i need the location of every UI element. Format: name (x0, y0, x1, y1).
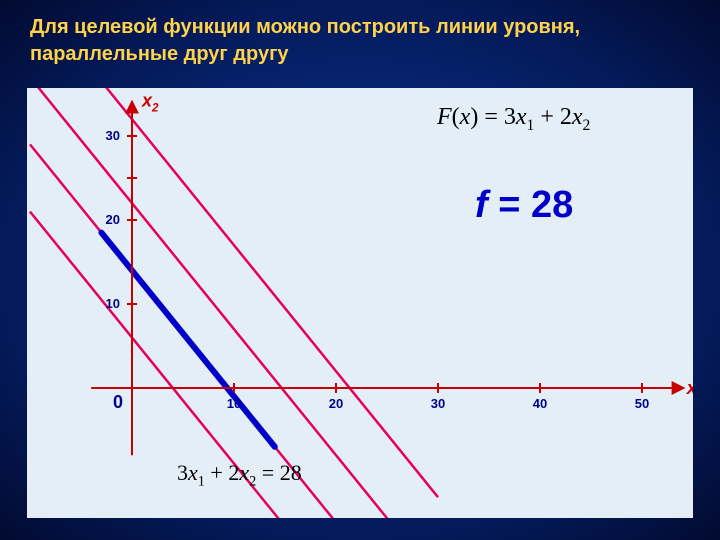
fb-plus: + (205, 460, 228, 485)
formula-plus: + (534, 104, 560, 130)
f-val: 28 (531, 184, 573, 226)
formula-2: 2 (560, 104, 572, 130)
fb-x2: x (239, 460, 249, 485)
formula-x1: x (516, 104, 527, 130)
svg-text:50: 50 (635, 396, 649, 411)
formula-paren-open: ( (452, 104, 460, 130)
fb-3: 3 (177, 460, 188, 485)
svg-text:x1: x1 (686, 378, 693, 402)
formula-F: F (437, 104, 452, 130)
svg-text:10: 10 (106, 296, 120, 311)
objective-function-formula: F(x) = 3x1 + 2x2 (437, 104, 590, 135)
formula-x2: x (572, 104, 583, 130)
f-prefix: f (475, 184, 488, 226)
formula-sub2: 2 (583, 117, 591, 134)
slide-root: Для целевой функции можно построить лини… (0, 0, 720, 540)
f-value-display: f = 28 (475, 184, 573, 227)
svg-text:20: 20 (106, 212, 120, 227)
svg-text:30: 30 (431, 396, 445, 411)
fb-val: 28 (280, 460, 302, 485)
fb-x1: x (188, 460, 198, 485)
chart-svg: 10203040501020300x1x2 (27, 88, 693, 518)
formula-eq: = (478, 104, 504, 130)
fb-eq: = (256, 460, 279, 485)
fb-2: 2 (228, 460, 239, 485)
svg-text:0: 0 (113, 392, 123, 412)
svg-text:x2: x2 (141, 90, 159, 114)
svg-text:20: 20 (329, 396, 343, 411)
formula-x: x (460, 104, 471, 130)
constraint-formula: 3x1 + 2x2 = 28 (177, 460, 302, 490)
slide-title: Для целевой функции можно построить лини… (30, 14, 690, 68)
f-eq: = (488, 184, 531, 226)
fb-s1: 1 (198, 473, 205, 489)
formula-3: 3 (504, 104, 516, 130)
svg-text:30: 30 (106, 128, 120, 143)
plot-container: 10203040501020300x1x2 F(x) = 3x1 + 2x2 f… (27, 88, 693, 518)
svg-text:40: 40 (533, 396, 547, 411)
svg-text:10: 10 (227, 396, 241, 411)
